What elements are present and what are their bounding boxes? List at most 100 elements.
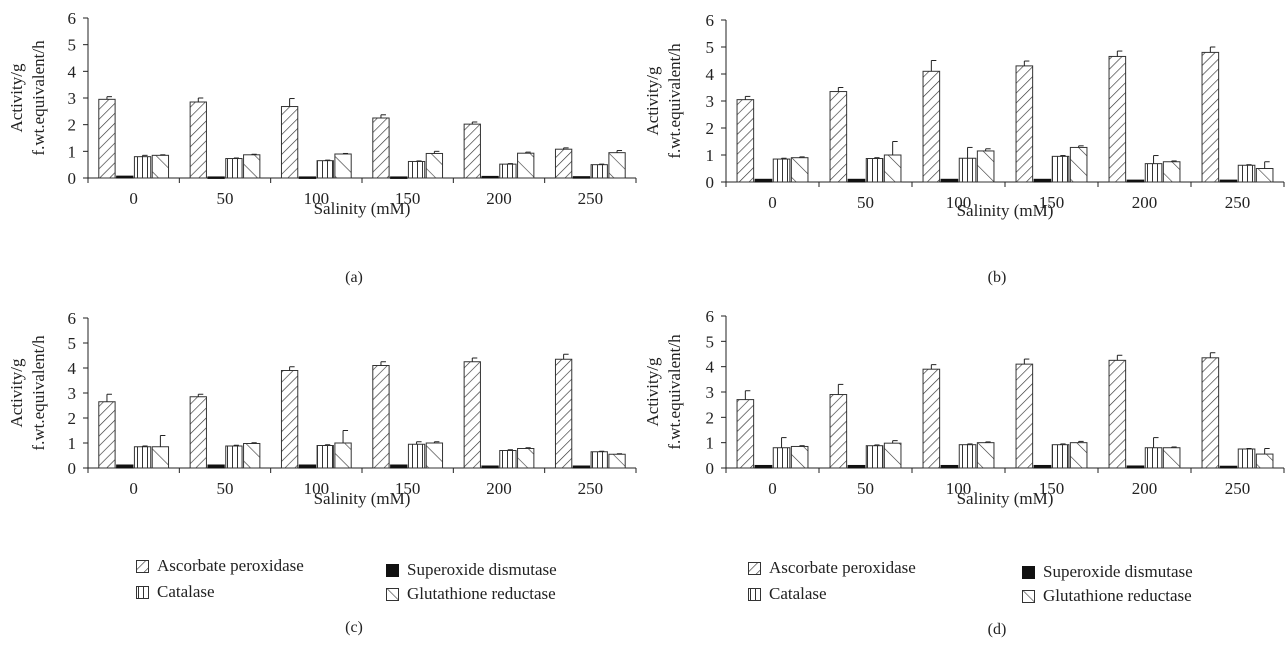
- bar-catalase: [772, 158, 791, 183]
- bar-catalase: [225, 445, 243, 469]
- panel-label: (d): [988, 621, 1007, 638]
- x-axis-label: Salinity (mM): [957, 201, 1054, 220]
- y-axis-label: Activity/g: [7, 63, 26, 132]
- x-tick-label: 250: [1225, 479, 1251, 498]
- bar-catalase: [958, 444, 977, 469]
- x-tick-label: 150: [1039, 193, 1065, 212]
- y-tick-label: 6: [68, 309, 77, 328]
- x-tick-label: 250: [578, 479, 604, 498]
- x-tick-label: 50: [857, 193, 874, 212]
- bar-ascorbate: [736, 99, 755, 183]
- y-tick-label: 4: [706, 65, 715, 84]
- bar-catalase: [772, 447, 791, 469]
- bar-glutathione: [1162, 161, 1181, 183]
- bar-catalase: [407, 160, 426, 179]
- hatch-diagonal-icon: [136, 559, 149, 573]
- legend-label: Superoxide dismutase: [407, 560, 557, 579]
- bar-glutathione: [1255, 168, 1274, 183]
- bar-catalase: [1051, 155, 1070, 183]
- bar-glutathione: [1069, 442, 1088, 469]
- legend-item-catalase: Catalase: [748, 584, 827, 604]
- legend-label: Glutathione reductase: [1043, 586, 1192, 605]
- y-tick-label: 6: [706, 11, 715, 30]
- bar-glutathione: [883, 442, 902, 469]
- bar-ascorbate: [463, 123, 481, 179]
- x-tick-label: 0: [768, 479, 777, 498]
- bar-superoxide: [390, 464, 408, 469]
- hatch-wide-icon: [386, 587, 399, 601]
- bar-superoxide: [572, 465, 591, 469]
- x-axis-label: Salinity (mM): [957, 489, 1054, 508]
- bar-glutathione: [1069, 146, 1088, 183]
- x-axis-label: Salinity (mM): [314, 489, 411, 508]
- y-tick-label: 1: [706, 146, 715, 165]
- legend-item-glutathione: Glutathione reductase: [386, 584, 556, 604]
- solid-square-icon: [1022, 565, 1035, 579]
- hatch-vertical-icon: [136, 585, 149, 599]
- panel-label: (a): [345, 269, 363, 286]
- y-tick-label: 3: [706, 92, 715, 111]
- y-axis-label: Activity/g: [643, 357, 662, 426]
- bar-glutathione: [425, 442, 444, 469]
- y-tick-label: 2: [68, 116, 77, 135]
- legend-item-ascorbate: Ascorbate peroxidase: [748, 558, 916, 578]
- x-tick-label: 0: [129, 189, 138, 208]
- legend-item-catalase: Catalase: [136, 582, 215, 602]
- x-tick-label: 0: [768, 193, 777, 212]
- bar-ascorbate: [736, 399, 755, 469]
- bar-superoxide: [1219, 179, 1238, 183]
- bar-superoxide: [116, 175, 134, 179]
- bar-ascorbate: [280, 370, 299, 469]
- bar-superoxide: [116, 464, 134, 469]
- bar-glutathione: [976, 442, 995, 469]
- y-tick-label: 3: [68, 89, 77, 108]
- panel-label: (c): [345, 619, 363, 636]
- x-tick-label: 100: [304, 479, 330, 498]
- y-tick-label: 1: [68, 434, 77, 453]
- hatch-diagonal-icon: [748, 561, 761, 575]
- bar-ascorbate: [1108, 359, 1127, 469]
- bar-superoxide: [481, 465, 499, 469]
- bar-superoxide: [207, 176, 225, 179]
- bar-glutathione: [243, 443, 261, 469]
- bar-glutathione: [517, 448, 535, 469]
- bar-glutathione: [334, 153, 352, 179]
- bar-catalase: [1237, 164, 1256, 183]
- y-axis-label: f.wt.equivalent/h: [29, 40, 48, 156]
- chart-panel: 0 1 2 3 4 5 6 Activity/g f.wt.equivalent/h 0 50 100…: [7, 9, 637, 286]
- y-tick-label: 6: [706, 307, 715, 326]
- solid-square-icon: [386, 563, 399, 577]
- panel-label: (b): [988, 269, 1007, 286]
- bar-glutathione: [790, 157, 809, 183]
- y-axis-label: Activity/g: [7, 358, 26, 427]
- chart-panel: 0 1 2 3 4 5 6 Activity/g f.wt.equivalent/h 0 50 100…: [643, 11, 1285, 286]
- bar-glutathione: [517, 152, 535, 179]
- bar-glutathione: [425, 152, 444, 179]
- chart-panel: 0 1 2 3 4 5 6 Activity/g f.wt.equivalent/h 0 50 100…: [7, 309, 637, 636]
- y-tick-label: 5: [706, 38, 715, 57]
- x-tick-label: 50: [217, 189, 234, 208]
- bar-catalase: [316, 160, 334, 179]
- chart-panel: 0 1 2 3 4 5 6 Activity/g f.wt.equivalent/h 0 50 100…: [643, 307, 1285, 638]
- y-tick-label: 0: [706, 173, 715, 192]
- x-tick-label: 200: [486, 479, 512, 498]
- y-tick-label: 0: [68, 459, 77, 478]
- bar-ascorbate: [922, 70, 941, 183]
- y-tick-label: 2: [706, 408, 715, 427]
- x-tick-label: 150: [1039, 479, 1065, 498]
- legend-label: Ascorbate peroxidase: [769, 558, 916, 577]
- legend-label: Ascorbate peroxidase: [157, 556, 304, 575]
- bar-catalase: [1051, 444, 1070, 469]
- x-tick-label: 200: [1132, 193, 1158, 212]
- bar-ascorbate: [829, 394, 848, 469]
- legend-item-superoxide: Superoxide dismutase: [1022, 562, 1193, 582]
- bar-glutathione: [1255, 453, 1274, 469]
- bar-superoxide: [572, 176, 591, 179]
- bar-ascorbate: [98, 98, 116, 179]
- bar-ascorbate: [1201, 357, 1220, 469]
- legend-item-superoxide: Superoxide dismutase: [386, 560, 557, 580]
- bar-catalase: [958, 157, 977, 183]
- legend-item-glutathione: Glutathione reductase: [1022, 586, 1192, 606]
- bar-catalase: [407, 443, 426, 469]
